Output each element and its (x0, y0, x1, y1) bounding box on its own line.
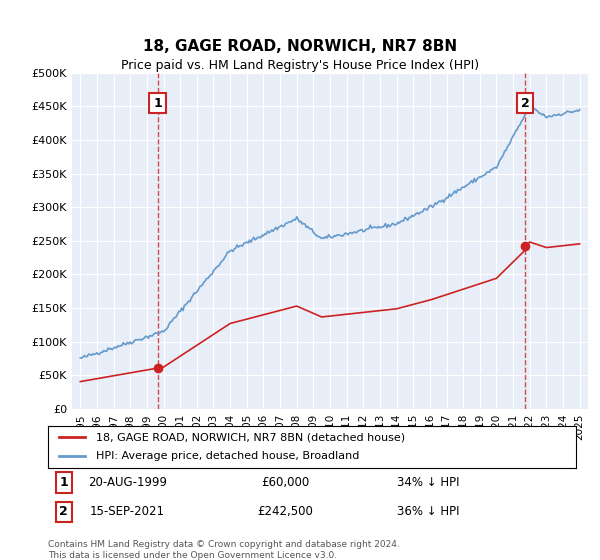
Text: 1: 1 (59, 476, 68, 489)
Text: 34% ↓ HPI: 34% ↓ HPI (397, 476, 460, 489)
Text: Price paid vs. HM Land Registry's House Price Index (HPI): Price paid vs. HM Land Registry's House … (121, 59, 479, 72)
Text: 2: 2 (59, 505, 68, 519)
Text: 20-AUG-1999: 20-AUG-1999 (88, 476, 167, 489)
Text: 2: 2 (521, 96, 529, 110)
Text: HPI: Average price, detached house, Broadland: HPI: Average price, detached house, Broa… (95, 451, 359, 461)
Text: 18, GAGE ROAD, NORWICH, NR7 8BN: 18, GAGE ROAD, NORWICH, NR7 8BN (143, 39, 457, 54)
Text: 15-SEP-2021: 15-SEP-2021 (90, 505, 164, 519)
Text: 36% ↓ HPI: 36% ↓ HPI (397, 505, 460, 519)
Text: £60,000: £60,000 (262, 476, 310, 489)
Text: Contains HM Land Registry data © Crown copyright and database right 2024.
This d: Contains HM Land Registry data © Crown c… (48, 540, 400, 560)
Text: £242,500: £242,500 (257, 505, 314, 519)
Text: 18, GAGE ROAD, NORWICH, NR7 8BN (detached house): 18, GAGE ROAD, NORWICH, NR7 8BN (detache… (95, 432, 404, 442)
Text: 1: 1 (153, 96, 162, 110)
